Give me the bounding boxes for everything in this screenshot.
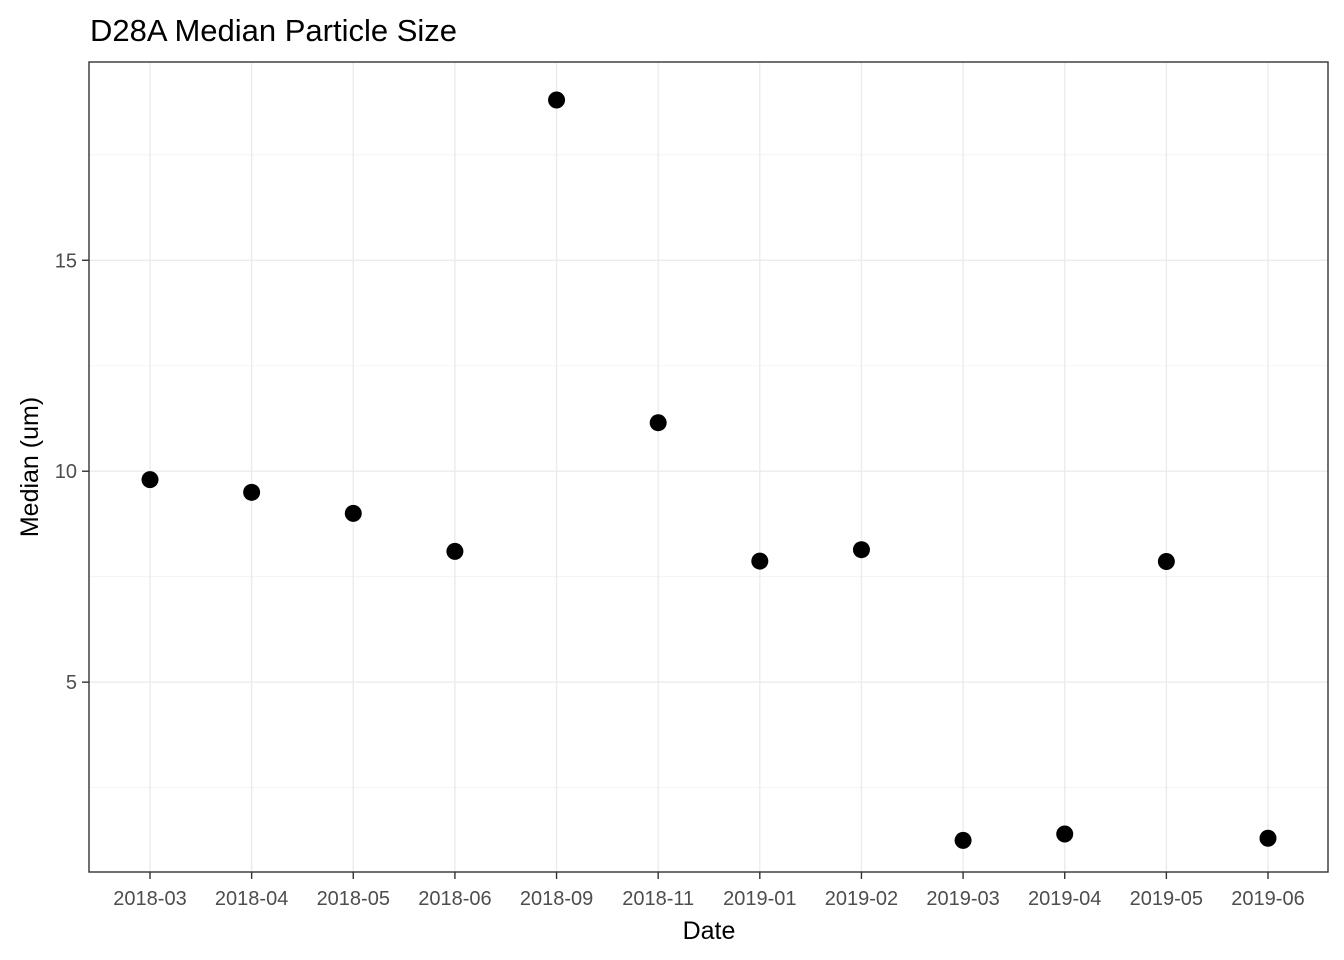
- data-point: [1157, 553, 1175, 570]
- data-point: [446, 542, 464, 560]
- x-tick-label: 2018-03: [113, 888, 186, 910]
- data-point: [852, 541, 870, 559]
- x-tick-label: 2019-03: [926, 888, 999, 910]
- y-tick-label: 10: [55, 461, 77, 483]
- x-tick-label: 2018-04: [215, 888, 288, 910]
- data-point: [141, 471, 159, 489]
- data-point: [954, 831, 972, 849]
- chart-title: D28A Median Particle Size: [90, 13, 457, 48]
- x-tick-label: 2018-06: [418, 888, 491, 910]
- y-axis-title: Median (um): [16, 397, 44, 537]
- x-tick-label: 2018-09: [520, 888, 593, 910]
- data-point: [243, 483, 261, 501]
- x-axis-title: Date: [683, 917, 736, 945]
- x-tick-label: 2019-05: [1130, 888, 1203, 910]
- data-point: [751, 552, 769, 570]
- y-tick-label: 15: [55, 250, 77, 272]
- x-tick-label: 2018-05: [317, 888, 390, 910]
- x-tick-label: 2019-06: [1231, 888, 1304, 910]
- x-tick-label: 2019-01: [723, 888, 796, 910]
- plot-panel: 5 10 15 2018-03 2018-04 2018-05 2018-06 2018-09…: [55, 61, 1329, 910]
- data-point: [1259, 829, 1277, 847]
- data-point: [548, 91, 566, 109]
- panel-border: [88, 61, 1329, 873]
- data-point: [649, 414, 667, 432]
- data-point: [344, 504, 362, 522]
- data-point: [1056, 825, 1074, 843]
- x-tick-label: 2019-02: [825, 888, 898, 910]
- x-tick-label: 2019-04: [1028, 888, 1101, 910]
- y-tick-label: 5: [66, 672, 77, 694]
- x-tick-label: 2018-11: [622, 888, 694, 910]
